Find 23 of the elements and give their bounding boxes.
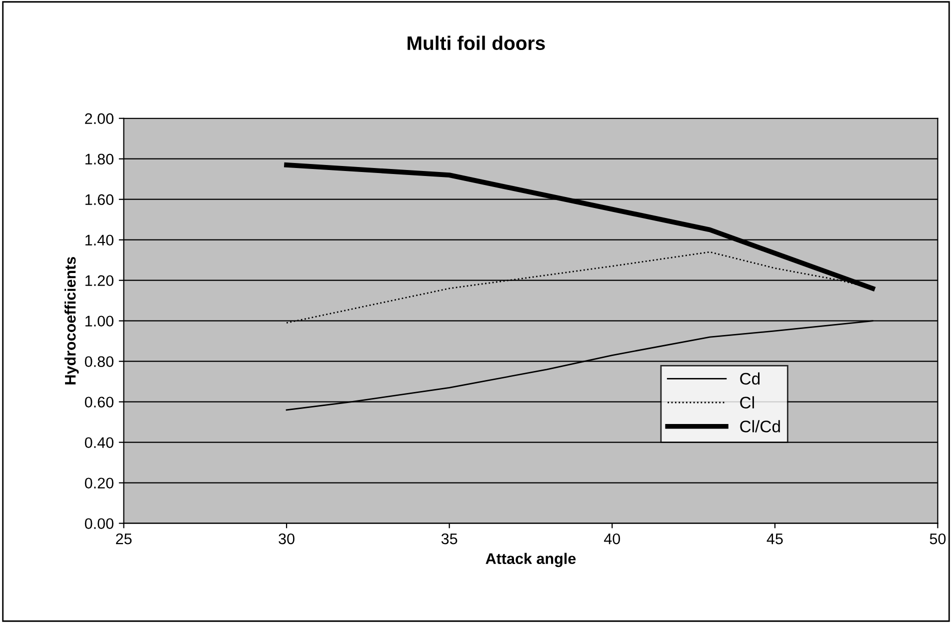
y-tick-label: 0.00 [84, 518, 114, 530]
y-tick-label: 2.00 [85, 113, 114, 124]
y-tick-label: 0.20 [84, 478, 114, 489]
y-tick-label: 1.40 [85, 234, 114, 246]
legend-label: Cd [740, 372, 760, 385]
y-tick-label: 0.40 [84, 437, 114, 448]
x-tick-label: 50 [930, 533, 946, 544]
x-axis-title: Attack angle [486, 552, 576, 568]
y-axis-title: Hydrocoefficients [64, 256, 79, 384]
x-tick-label: 35 [441, 533, 458, 544]
y-tick-label: 1.20 [85, 275, 114, 286]
x-tick-label: 40 [604, 533, 620, 544]
y-tick-label: 0.60 [84, 396, 114, 408]
y-tick-label: 1.80 [85, 154, 114, 165]
legend-label: Cl/Cd [740, 420, 780, 432]
y-tick-label: 1.60 [85, 194, 114, 206]
x-tick-label: 30 [278, 533, 294, 544]
y-tick-label: 0.80 [84, 356, 114, 368]
x-tick-label: 25 [116, 533, 132, 544]
y-tick-label: 1.00 [85, 316, 114, 327]
chart-title: Multi foil doors [408, 36, 545, 50]
legend-label: Cl [740, 396, 754, 408]
x-tick-label: 45 [766, 534, 783, 544]
